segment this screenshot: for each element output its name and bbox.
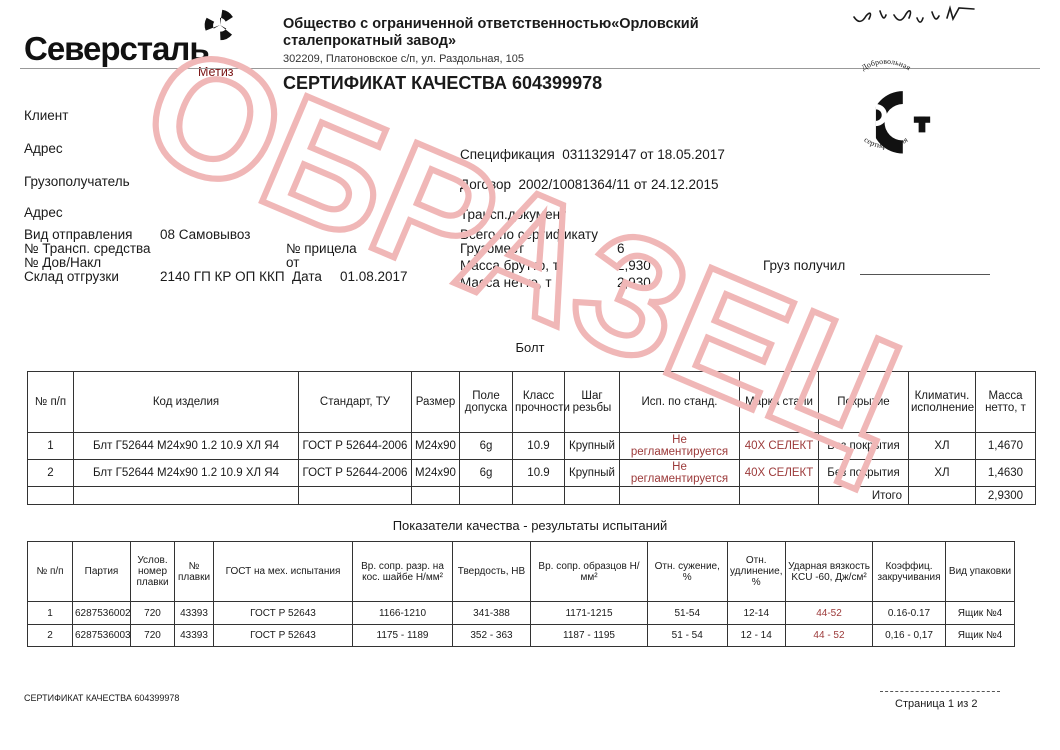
svg-text:Добровольная: Добровольная [860, 57, 913, 73]
